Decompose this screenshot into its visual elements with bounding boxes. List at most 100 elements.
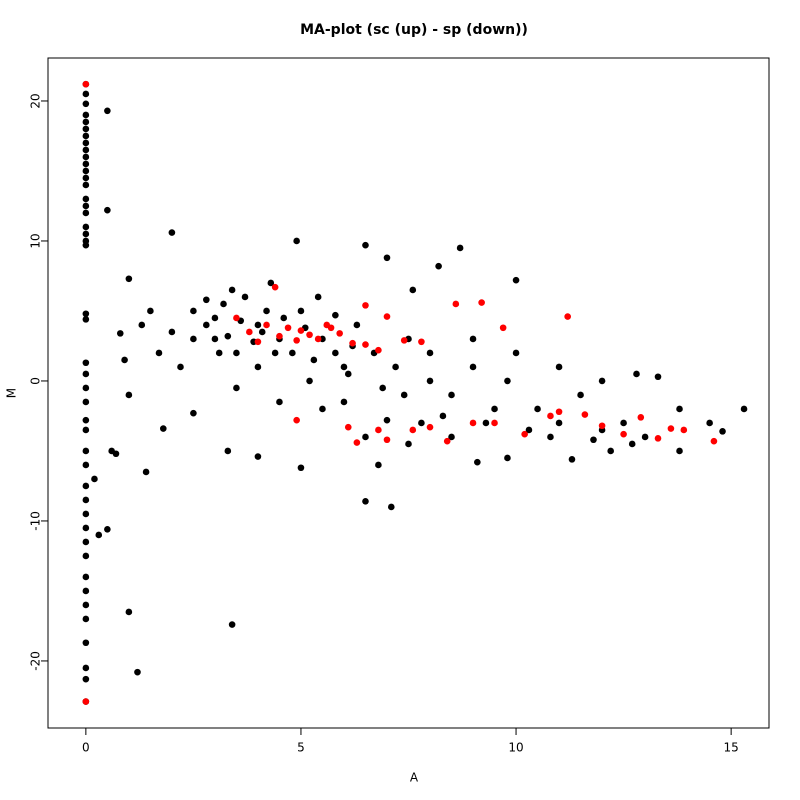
- point: [383, 416, 391, 424]
- point: [400, 391, 408, 399]
- point: [654, 435, 662, 442]
- point: [491, 405, 498, 413]
- point: [104, 526, 111, 533]
- point: [577, 391, 584, 399]
- point: [383, 254, 391, 262]
- plot-frame: [47, 57, 770, 729]
- point: [82, 398, 90, 406]
- point: [82, 132, 90, 140]
- point: [82, 160, 90, 168]
- point: [564, 313, 571, 320]
- point: [233, 349, 240, 357]
- point: [263, 307, 270, 315]
- point: [82, 698, 90, 705]
- point: [598, 422, 606, 430]
- point: [469, 335, 477, 343]
- point: [82, 601, 90, 609]
- point: [82, 461, 90, 469]
- point: [482, 419, 490, 427]
- x-axis-label: A: [410, 771, 419, 785]
- point: [362, 433, 369, 441]
- point: [469, 363, 477, 371]
- point: [439, 412, 447, 420]
- point: [82, 510, 90, 518]
- point: [654, 373, 662, 381]
- point: [598, 377, 606, 385]
- point: [409, 426, 417, 434]
- point: [512, 349, 520, 357]
- point: [297, 464, 305, 472]
- x-tick-label: 0: [82, 741, 90, 755]
- point: [82, 241, 90, 249]
- point: [740, 405, 748, 413]
- point: [512, 276, 520, 284]
- point: [112, 450, 120, 458]
- point: [289, 349, 296, 357]
- point: [375, 426, 382, 434]
- point: [159, 425, 167, 432]
- point: [125, 608, 133, 616]
- point: [706, 419, 713, 427]
- point: [293, 237, 300, 245]
- point: [426, 377, 434, 385]
- point: [676, 405, 683, 413]
- point: [190, 335, 197, 343]
- point: [409, 286, 417, 294]
- point: [82, 90, 90, 98]
- point: [254, 453, 262, 460]
- point: [82, 524, 90, 532]
- point: [82, 230, 90, 238]
- point: [293, 416, 300, 424]
- point: [336, 330, 343, 337]
- y-tick-label: -10: [29, 511, 43, 531]
- point: [82, 125, 90, 133]
- point: [82, 181, 90, 189]
- point: [116, 330, 124, 337]
- point: [426, 349, 434, 357]
- point: [332, 311, 339, 319]
- point: [241, 293, 249, 301]
- point: [306, 377, 313, 385]
- point: [82, 223, 90, 231]
- point: [82, 675, 90, 683]
- point: [82, 587, 90, 595]
- point: [555, 408, 563, 416]
- point: [383, 313, 391, 320]
- point: [125, 391, 133, 399]
- point: [138, 321, 146, 329]
- point: [82, 496, 90, 504]
- point: [233, 314, 240, 322]
- point: [147, 307, 154, 315]
- point: [82, 552, 90, 560]
- point: [555, 363, 563, 371]
- x-tick-label: 10: [508, 741, 523, 755]
- point: [246, 328, 253, 336]
- point: [82, 664, 90, 672]
- point: [82, 202, 90, 210]
- x-tick-label: 15: [724, 741, 739, 755]
- point: [504, 377, 511, 385]
- point: [203, 296, 210, 304]
- point: [435, 262, 442, 270]
- point: [168, 229, 176, 236]
- point: [125, 275, 133, 283]
- y-tick-label: 10: [29, 233, 43, 248]
- point: [82, 146, 90, 154]
- point: [82, 118, 90, 126]
- y-tick-label: 0: [29, 377, 43, 385]
- point: [547, 412, 554, 420]
- point: [134, 668, 141, 676]
- point: [224, 447, 232, 455]
- point: [362, 241, 369, 249]
- point: [474, 458, 481, 466]
- point: [155, 349, 163, 357]
- point: [82, 174, 90, 182]
- point: [418, 419, 425, 427]
- point: [104, 206, 111, 214]
- point: [168, 328, 176, 336]
- point: [362, 498, 369, 505]
- point: [82, 447, 90, 455]
- point: [680, 426, 688, 434]
